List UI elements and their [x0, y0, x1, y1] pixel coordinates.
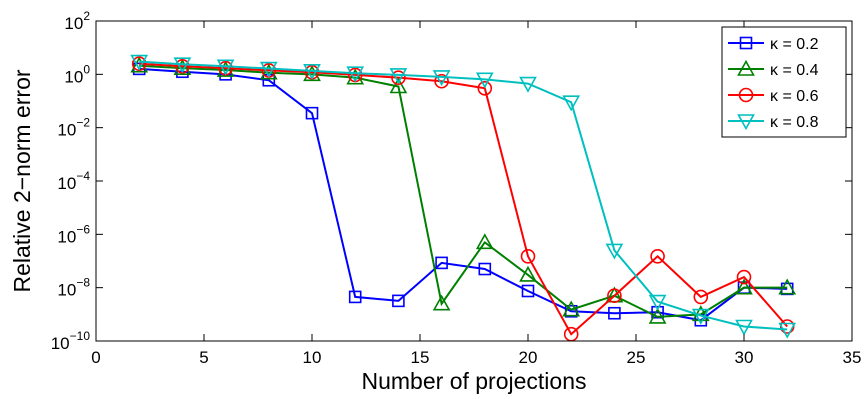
- data-point: [434, 73, 449, 89]
- legend-item: κ = 0.8: [728, 114, 819, 131]
- data-point: [173, 57, 192, 74]
- legend-marker: [737, 114, 755, 131]
- data-point: [648, 294, 667, 311]
- y-tick-label: 10−2: [57, 116, 90, 140]
- x-tick-label: 15: [411, 348, 430, 367]
- data-point: [477, 80, 493, 96]
- y-axis-label: Relative 2−norm error: [9, 69, 35, 292]
- legend-label: κ = 0.4: [770, 62, 819, 79]
- data-point: [216, 59, 235, 76]
- y-tick-label: 100: [64, 62, 90, 86]
- legend-label: κ = 0.2: [770, 36, 819, 53]
- series-3: [131, 56, 795, 342]
- legend: κ = 0.2 κ = 0.4 κ = 0.6 κ = 0.8: [721, 26, 847, 138]
- legend-label: κ = 0.8: [770, 114, 819, 131]
- x-tick-label: 5: [199, 348, 208, 367]
- legend-item: κ = 0.2: [728, 36, 819, 53]
- data-point: [605, 243, 624, 260]
- data-point: [520, 249, 536, 264]
- data-point: [389, 77, 408, 94]
- y-tick-label: 102: [64, 9, 90, 33]
- data-point: [432, 294, 451, 311]
- x-tick-label: 30: [735, 348, 754, 367]
- data-point: [130, 54, 149, 71]
- y-tick-label: 10−4: [57, 169, 90, 193]
- data-point: [736, 269, 752, 285]
- data-point: [562, 95, 581, 112]
- legend-box: [721, 26, 847, 138]
- legend-item: κ = 0.4: [728, 59, 819, 79]
- legend-marker: [738, 87, 754, 103]
- data-point: [391, 70, 406, 85]
- data-point: [432, 70, 451, 87]
- data-point: [735, 278, 753, 295]
- legend-item: κ = 0.6: [728, 87, 819, 105]
- y-tick-label: 10−8: [57, 276, 90, 300]
- data-point: [648, 307, 667, 324]
- x-tick-label: 35: [843, 348, 862, 367]
- legend-marker: [739, 36, 753, 50]
- data-point: [346, 66, 365, 83]
- legend-label: κ = 0.6: [770, 88, 819, 105]
- legend-marker: [737, 59, 755, 76]
- data-point: [691, 308, 710, 325]
- series-line: [139, 64, 788, 318]
- data-point: [435, 256, 448, 270]
- x-tick-label: 20: [519, 348, 538, 367]
- data-point: [392, 294, 405, 308]
- data-point: [519, 76, 537, 93]
- x-tick-label: 25: [627, 348, 646, 367]
- series-line: [139, 60, 788, 331]
- data-point: [608, 306, 621, 320]
- data-point: [562, 300, 581, 317]
- data-point: [259, 61, 278, 78]
- data-point: [521, 284, 535, 298]
- data-point: [346, 68, 365, 85]
- data-point: [303, 65, 321, 82]
- data-point: [478, 262, 492, 276]
- series-line: [139, 62, 788, 336]
- data-point: [650, 249, 665, 264]
- data-point: [693, 289, 709, 305]
- data-point: [778, 322, 797, 339]
- data-point: [130, 56, 149, 73]
- plot-area: [130, 54, 797, 342]
- data-point: [389, 68, 408, 85]
- data-point: [735, 319, 753, 336]
- series-4: [130, 54, 797, 339]
- x-axis-label: Number of projections: [362, 368, 587, 394]
- data-point: [519, 265, 537, 282]
- data-point: [259, 63, 278, 80]
- axes: 0 5 10 15 20 25 30 35 10−10 10−8 10−6 10−4 10−2 100 10…: [51, 9, 862, 367]
- y-tick-label: 10−6: [57, 222, 90, 246]
- data-point: [778, 278, 797, 295]
- x-tick-label: 0: [91, 348, 100, 367]
- data-point: [475, 233, 494, 250]
- y-tick-label: 10−10: [51, 329, 91, 353]
- data-point: [475, 72, 494, 89]
- data-point: [305, 106, 319, 120]
- x-tick-label: 10: [303, 348, 322, 367]
- data-point: [607, 288, 622, 303]
- data-point: [348, 290, 362, 304]
- data-point: [303, 64, 321, 81]
